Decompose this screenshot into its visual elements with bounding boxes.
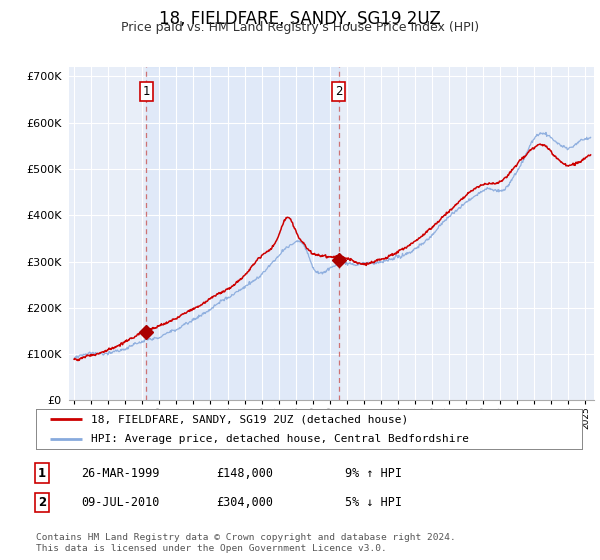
Text: 2: 2 — [38, 496, 46, 509]
Text: 18, FIELDFARE, SANDY, SG19 2UZ: 18, FIELDFARE, SANDY, SG19 2UZ — [159, 10, 441, 27]
Text: 09-JUL-2010: 09-JUL-2010 — [81, 496, 160, 509]
Text: Price paid vs. HM Land Registry's House Price Index (HPI): Price paid vs. HM Land Registry's House … — [121, 21, 479, 34]
Text: HPI: Average price, detached house, Central Bedfordshire: HPI: Average price, detached house, Cent… — [91, 433, 469, 444]
Text: 18, FIELDFARE, SANDY, SG19 2UZ (detached house): 18, FIELDFARE, SANDY, SG19 2UZ (detached… — [91, 414, 408, 424]
Text: £304,000: £304,000 — [216, 496, 273, 509]
Text: Contains HM Land Registry data © Crown copyright and database right 2024.
This d: Contains HM Land Registry data © Crown c… — [36, 533, 456, 553]
Text: 9% ↑ HPI: 9% ↑ HPI — [345, 466, 402, 480]
Text: 26-MAR-1999: 26-MAR-1999 — [81, 466, 160, 480]
Text: 1: 1 — [142, 85, 150, 98]
Text: 5% ↓ HPI: 5% ↓ HPI — [345, 496, 402, 509]
Text: £148,000: £148,000 — [216, 466, 273, 480]
Text: 1: 1 — [38, 466, 46, 480]
Bar — [146, 67, 338, 400]
Text: 2: 2 — [335, 85, 343, 98]
